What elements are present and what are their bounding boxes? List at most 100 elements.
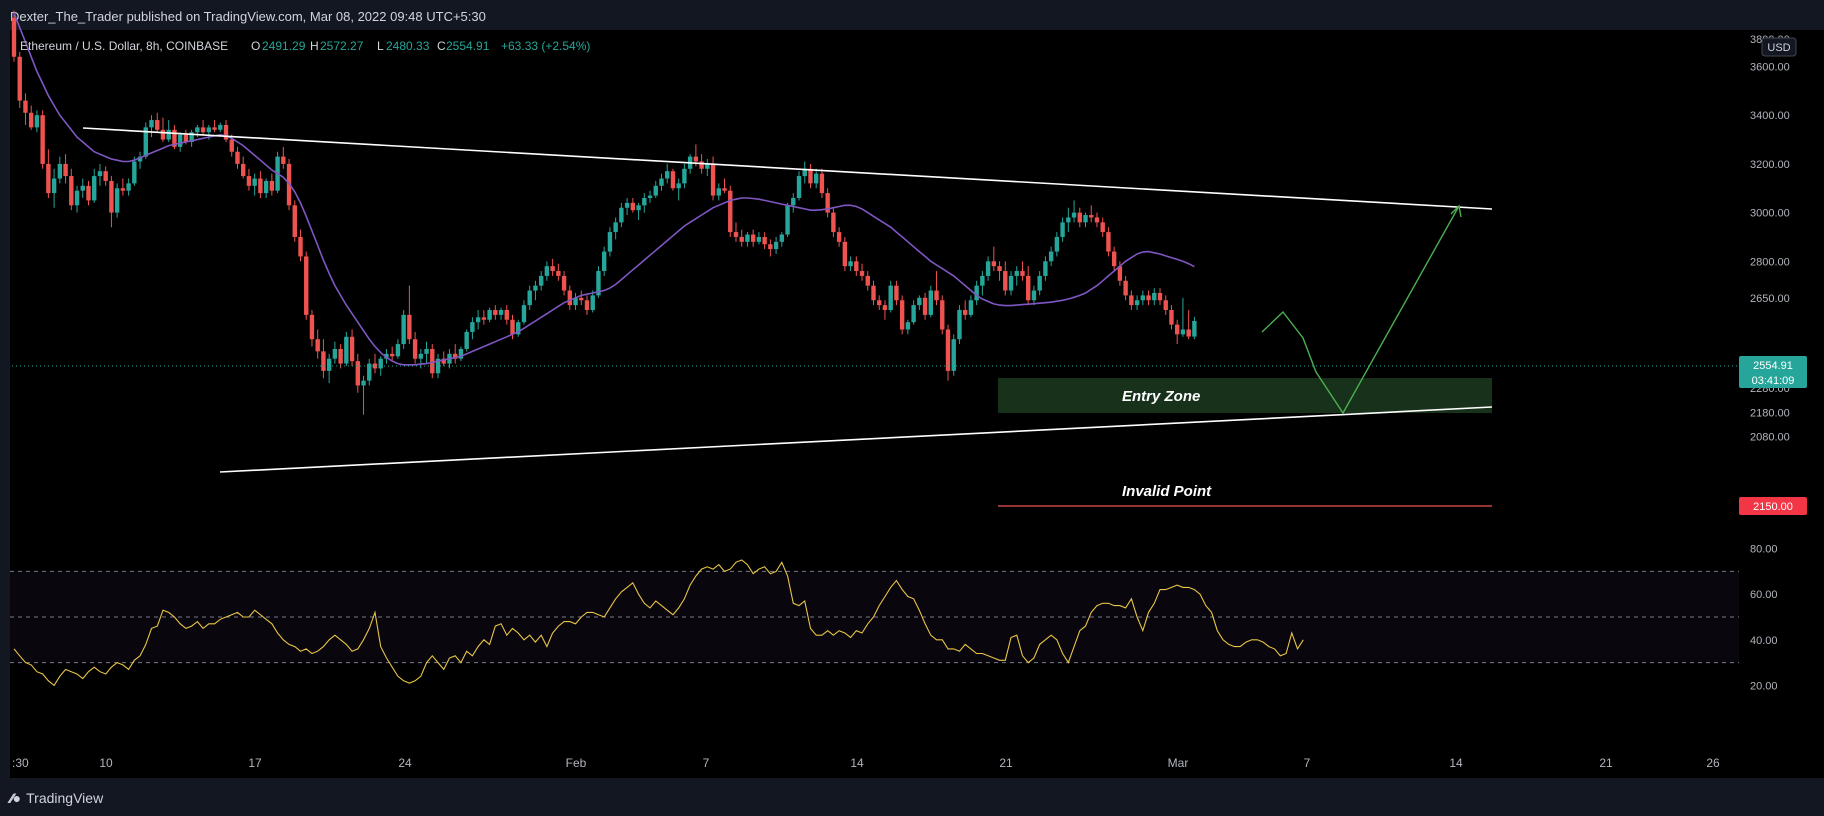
candle-body	[321, 351, 326, 371]
last-price-tag-bg	[1739, 356, 1807, 388]
candle-body	[177, 134, 183, 147]
price-tick-label: 2180.00	[1750, 407, 1790, 419]
candle-body	[92, 176, 97, 201]
currency-badge[interactable]: USD	[1761, 37, 1797, 57]
candle-body	[218, 124, 223, 130]
candle-body	[636, 205, 641, 211]
time-tick-label: Mar	[1168, 756, 1189, 770]
candle-body	[968, 300, 974, 315]
currency-badge-bg[interactable]	[1761, 37, 1797, 57]
candle-body	[768, 244, 773, 250]
lower-trendline	[219, 406, 1493, 473]
candle-body	[298, 236, 303, 257]
candle-body	[372, 363, 378, 369]
candle-body	[86, 185, 91, 201]
rsi-panel	[10, 559, 1739, 687]
candle-body	[389, 353, 395, 357]
candle-body	[1054, 236, 1060, 252]
candle-body	[722, 188, 727, 191]
time-tick-label: 21	[999, 756, 1013, 770]
time-tick-label: 10	[99, 756, 113, 770]
price-tick-label: 3000.00	[1750, 208, 1790, 220]
candle-body	[642, 197, 647, 206]
candle-body	[836, 232, 842, 242]
tradingview-logo-icon: ⁄⁄●	[10, 790, 21, 806]
candle-body	[1008, 275, 1014, 291]
moving-average	[13, 12, 1195, 366]
candle-body	[195, 127, 200, 133]
candle-body	[865, 275, 870, 286]
candle-body	[985, 261, 991, 276]
candle-body	[705, 163, 710, 169]
rsi-tick-label: 80.00	[1750, 544, 1778, 556]
candle-body	[241, 163, 246, 177]
symbol-legend[interactable]: Ethereum / U.S. Dollar, 8h, COINBASE O 2…	[20, 39, 590, 53]
time-axis[interactable]: :30 10 17 24 Feb 7 14 21 Mar 7 14 21 26	[12, 756, 1720, 770]
candle-body	[166, 129, 171, 140]
candle-body	[361, 380, 366, 386]
candle-body	[647, 195, 653, 198]
publisher-info: Dexter_The_Trader published on TradingVi…	[10, 9, 486, 24]
candle-body	[957, 310, 962, 340]
candle-body	[1169, 310, 1174, 325]
candle-body	[498, 310, 504, 315]
candle-body	[309, 314, 315, 340]
candle-body	[252, 178, 257, 186]
candle-body	[1157, 292, 1163, 301]
candle-body	[344, 336, 349, 364]
candle-body	[665, 171, 670, 179]
candle-body	[481, 317, 487, 320]
candle-body	[624, 202, 630, 208]
candle-body	[453, 353, 458, 359]
candle-body	[607, 232, 613, 252]
candle-body	[974, 285, 979, 301]
candle-body	[1043, 261, 1048, 276]
time-tick-label: 7	[703, 756, 710, 770]
candle-body	[304, 256, 309, 315]
candle-body	[630, 202, 636, 211]
candle-body	[877, 300, 882, 306]
candle-body	[773, 241, 779, 250]
candle-body	[114, 188, 120, 213]
candle-body	[378, 358, 383, 369]
candle-body	[676, 183, 681, 189]
legend-open-value: 2491.29	[262, 39, 306, 53]
candle-body	[550, 266, 555, 272]
drawings-layer	[12, 127, 1739, 507]
currency-badge-label: USD	[1767, 42, 1790, 54]
legend-change: +63.33 (+2.54%)	[501, 39, 590, 53]
rsi-line	[13, 559, 1304, 687]
symbol-title[interactable]: Ethereum / U.S. Dollar, 8h, COINBASE	[20, 39, 228, 53]
candle-body	[349, 336, 355, 362]
candle-body	[355, 361, 360, 386]
candle-body	[34, 115, 40, 128]
candle-body	[899, 300, 905, 330]
candlestick-series	[11, 10, 1197, 415]
candle-body	[74, 190, 80, 206]
tradingview-logo[interactable]: ⁄⁄● TradingView	[10, 790, 103, 806]
legend-close-label: C	[437, 39, 446, 53]
invalid-price-tag-bg	[1739, 497, 1807, 515]
candle-body	[63, 163, 68, 177]
legend-close-value: 2554.91	[446, 39, 490, 53]
candle-body	[229, 139, 234, 152]
candle-body	[561, 275, 567, 291]
candle-body	[922, 297, 928, 315]
candle-body	[510, 319, 515, 335]
candle-body	[17, 56, 22, 101]
bar-countdown: 03:41:09	[1752, 375, 1795, 387]
candle-body	[1186, 329, 1191, 337]
candle-body	[200, 127, 206, 133]
candle-body	[997, 266, 1002, 272]
candle-body	[1192, 320, 1197, 337]
candle-body	[464, 331, 469, 349]
candle-body	[367, 363, 372, 381]
candle-body	[97, 171, 103, 177]
candle-body	[682, 168, 687, 184]
candle-body	[670, 171, 676, 189]
legend-low-label: L	[377, 39, 384, 53]
candle-body	[980, 275, 985, 286]
candle-body	[934, 290, 939, 301]
candle-body	[745, 234, 750, 242]
